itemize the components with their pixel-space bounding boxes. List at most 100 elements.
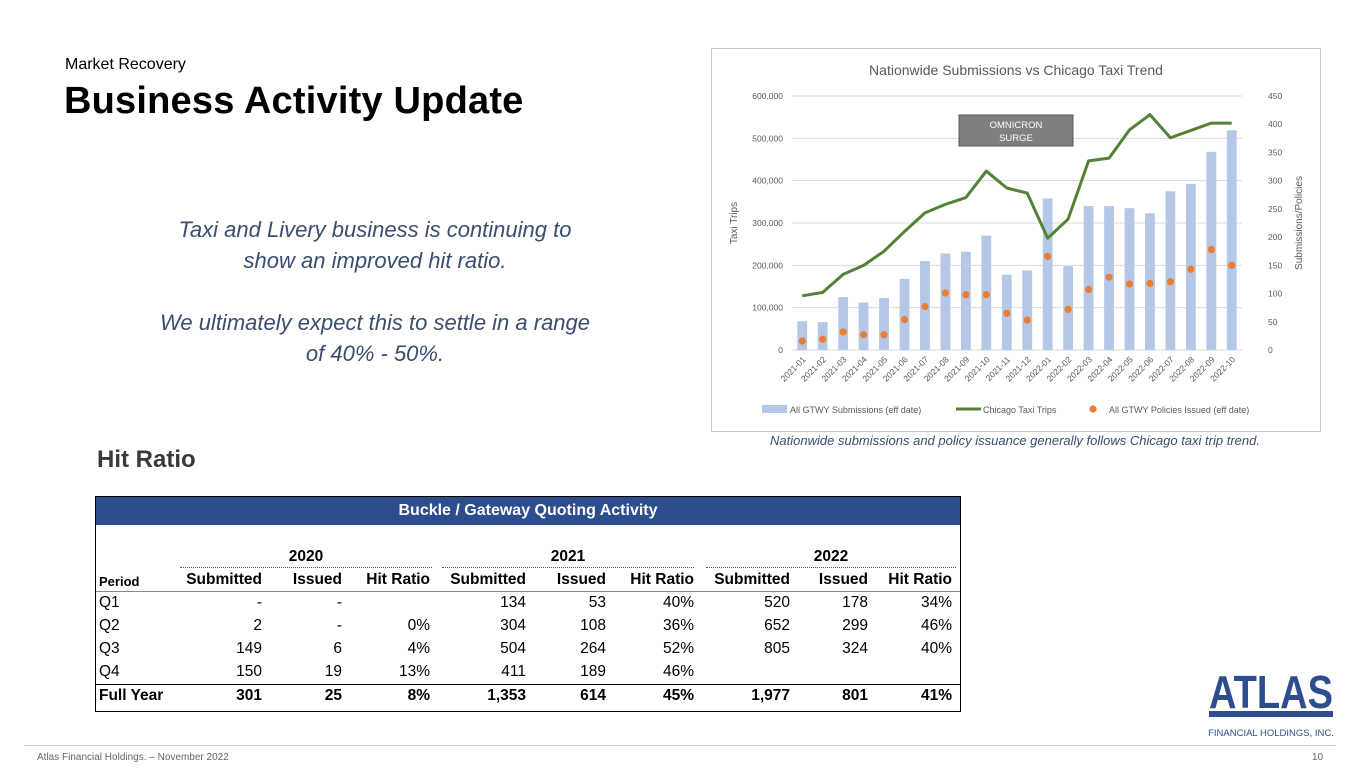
column-header: Submitted	[444, 569, 526, 591]
hit-ratio-heading: Hit Ratio	[97, 446, 196, 474]
policy-point-2021-04	[860, 331, 867, 338]
row-value: 411	[444, 661, 526, 683]
quoting-activity-table: Buckle / Gateway Quoting Activity 2020 20…	[95, 496, 961, 712]
row-value: 6	[264, 638, 342, 660]
column-header: Issued	[264, 569, 342, 591]
table-row: Q2 2-0% 304 108 36% 652 299 46%	[96, 615, 960, 637]
row-value	[708, 661, 790, 683]
row-value: 46%	[872, 615, 952, 637]
period-header: Period	[99, 571, 139, 593]
y2-tick-label: 200	[1268, 232, 1282, 242]
row-value: 25	[264, 685, 342, 707]
row-value: 264	[528, 638, 606, 660]
policy-point-2022-02	[1065, 306, 1072, 313]
column-header: Hit Ratio	[872, 569, 952, 591]
policy-point-2022-07	[1167, 278, 1174, 285]
policy-point-2022-08	[1187, 266, 1194, 273]
bar-2022-07	[1166, 191, 1176, 350]
full-year-row: Full Year 301 25 8% 1,353 614 45% 1,977 801 41%	[96, 684, 960, 707]
row-value: -	[264, 592, 342, 614]
y2-tick-label: 150	[1268, 260, 1282, 270]
year-header-2021: 2021	[442, 547, 694, 568]
column-header: Hit Ratio	[608, 569, 694, 591]
row-value: 0%	[344, 615, 430, 637]
row-value: 324	[790, 638, 868, 660]
row-value: 13%	[344, 661, 430, 683]
bar-2021-09	[961, 252, 971, 350]
footer-divider	[25, 745, 1335, 746]
row-period: Q1	[99, 592, 120, 614]
policy-point-2022-03	[1085, 286, 1092, 293]
policy-point-2022-06	[1146, 280, 1153, 287]
legend-dot-label: All GTWY Policies Issued (eff date)	[1109, 405, 1249, 415]
bar-2022-05	[1125, 208, 1135, 350]
blurb-hit-ratio: Taxi and Livery business is continuing t…	[150, 214, 600, 276]
table-row: Q1 - - 134 53 40% 520 178 34%	[96, 592, 960, 614]
row-period: Q2	[99, 615, 120, 637]
y2-tick-label: 250	[1268, 204, 1282, 214]
row-value: 8%	[344, 685, 430, 707]
row-value: 134	[444, 592, 526, 614]
y-tick-label: 100,000	[752, 303, 783, 313]
logo-tagline: FINANCIAL HOLDINGS, INC.	[1208, 728, 1334, 739]
column-header: Issued	[790, 569, 868, 591]
row-value: 149	[180, 638, 262, 660]
row-value: 19	[264, 661, 342, 683]
y2-tick-label: 50	[1268, 317, 1278, 327]
page-number: 10	[1312, 752, 1323, 763]
bar-2021-12	[1022, 270, 1032, 350]
policy-point-2021-05	[880, 331, 887, 338]
row-value: 52%	[608, 638, 694, 660]
row-value: 801	[790, 685, 868, 707]
bar-2021-05	[879, 298, 889, 350]
row-value: 53	[528, 592, 606, 614]
legend-dot-swatch	[1089, 405, 1096, 412]
row-value: 520	[708, 592, 790, 614]
column-header: Submitted	[180, 569, 262, 591]
row-value: 34%	[872, 592, 952, 614]
y-tick-label: 200,000	[752, 260, 783, 270]
policy-point-2021-06	[901, 316, 908, 323]
year-header-2022: 2022	[706, 547, 956, 568]
legend-line-label: Chicago Taxi Trips	[983, 405, 1057, 415]
policy-point-2021-01	[799, 337, 806, 344]
chart-svg: Nationwide Submissions vs Chicago Taxi T…	[712, 49, 1320, 431]
y2-tick-label: 400	[1268, 119, 1282, 129]
y2-tick-label: 100	[1268, 289, 1282, 299]
table-title: Buckle / Gateway Quoting Activity	[96, 497, 960, 525]
year-header-2020: 2020	[180, 547, 432, 568]
policy-point-2021-02	[819, 336, 826, 343]
policy-point-2021-07	[921, 303, 928, 310]
y2-tick-label: 300	[1268, 176, 1282, 186]
bar-2022-01	[1043, 198, 1053, 350]
row-value: 301	[180, 685, 262, 707]
table-row: Q4 150 19 13% 411 189 46%	[96, 661, 960, 683]
policy-point-2022-01	[1044, 253, 1051, 260]
row-value	[872, 661, 952, 683]
column-header-row: Period Submitted Issued Hit Ratio Submitted I…	[96, 569, 960, 591]
row-value: 805	[708, 638, 790, 660]
logo-rule	[1209, 711, 1333, 717]
bar-2021-03	[838, 297, 848, 350]
policy-point-2022-05	[1126, 280, 1133, 287]
chart-caption: Nationwide submissions and policy issuan…	[760, 432, 1270, 450]
policy-point-2021-11	[1003, 310, 1010, 317]
row-value: 108	[528, 615, 606, 637]
omicron-annotation-line1: OMNICRON	[990, 120, 1043, 131]
atlas-logo: ATLAS FINANCIAL HOLDINGS, INC.	[1206, 662, 1336, 742]
column-header: Submitted	[708, 569, 790, 591]
page-title: Business Activity Update	[64, 80, 524, 123]
policy-point-2021-08	[942, 289, 949, 296]
row-value: -	[180, 592, 262, 614]
y-axis-title: Taxi Trips	[729, 202, 740, 244]
y-tick-label: 600,000	[752, 91, 783, 101]
row-period: Q4	[99, 661, 120, 683]
column-header: Hit Ratio	[344, 569, 430, 591]
row-value: 614	[528, 685, 606, 707]
row-value: 40%	[608, 592, 694, 614]
chart-title: Nationwide Submissions vs Chicago Taxi T…	[869, 62, 1163, 78]
footer-text: Atlas Financial Holdings. – November 202…	[37, 752, 229, 763]
omicron-annotation-line2: SURGE	[999, 133, 1033, 144]
bar-2022-10	[1227, 130, 1237, 350]
column-header: Issued	[528, 569, 606, 591]
